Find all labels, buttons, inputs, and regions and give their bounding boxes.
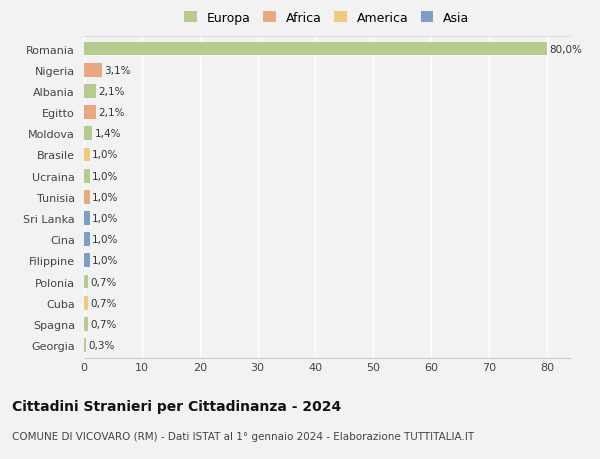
Bar <box>84 148 90 162</box>
Bar <box>84 275 88 289</box>
Bar <box>84 85 96 99</box>
Bar <box>84 233 90 246</box>
Bar <box>84 212 90 225</box>
Text: 1,4%: 1,4% <box>94 129 121 139</box>
Bar <box>84 106 96 120</box>
Bar <box>84 127 92 141</box>
Text: 3,1%: 3,1% <box>104 66 131 76</box>
Text: 2,1%: 2,1% <box>98 87 125 97</box>
Text: 1,0%: 1,0% <box>92 256 118 266</box>
Bar <box>84 169 90 183</box>
Text: 1,0%: 1,0% <box>92 171 118 181</box>
Bar <box>84 317 88 331</box>
Text: COMUNE DI VICOVARO (RM) - Dati ISTAT al 1° gennaio 2024 - Elaborazione TUTTITALI: COMUNE DI VICOVARO (RM) - Dati ISTAT al … <box>12 431 474 442</box>
Legend: Europa, Africa, America, Asia: Europa, Africa, America, Asia <box>182 9 472 27</box>
Bar <box>84 338 86 352</box>
Text: 0,7%: 0,7% <box>91 298 117 308</box>
Bar <box>84 254 90 268</box>
Text: 0,7%: 0,7% <box>91 277 117 287</box>
Text: 80,0%: 80,0% <box>549 45 582 55</box>
Text: 0,7%: 0,7% <box>91 319 117 329</box>
Bar <box>84 43 547 56</box>
Text: 1,0%: 1,0% <box>92 235 118 245</box>
Text: 1,0%: 1,0% <box>92 213 118 224</box>
Text: 1,0%: 1,0% <box>92 150 118 160</box>
Text: 2,1%: 2,1% <box>98 108 125 118</box>
Text: 1,0%: 1,0% <box>92 192 118 202</box>
Bar <box>84 64 102 78</box>
Text: Cittadini Stranieri per Cittadinanza - 2024: Cittadini Stranieri per Cittadinanza - 2… <box>12 399 341 413</box>
Bar <box>84 190 90 204</box>
Text: 0,3%: 0,3% <box>88 340 115 350</box>
Bar <box>84 296 88 310</box>
